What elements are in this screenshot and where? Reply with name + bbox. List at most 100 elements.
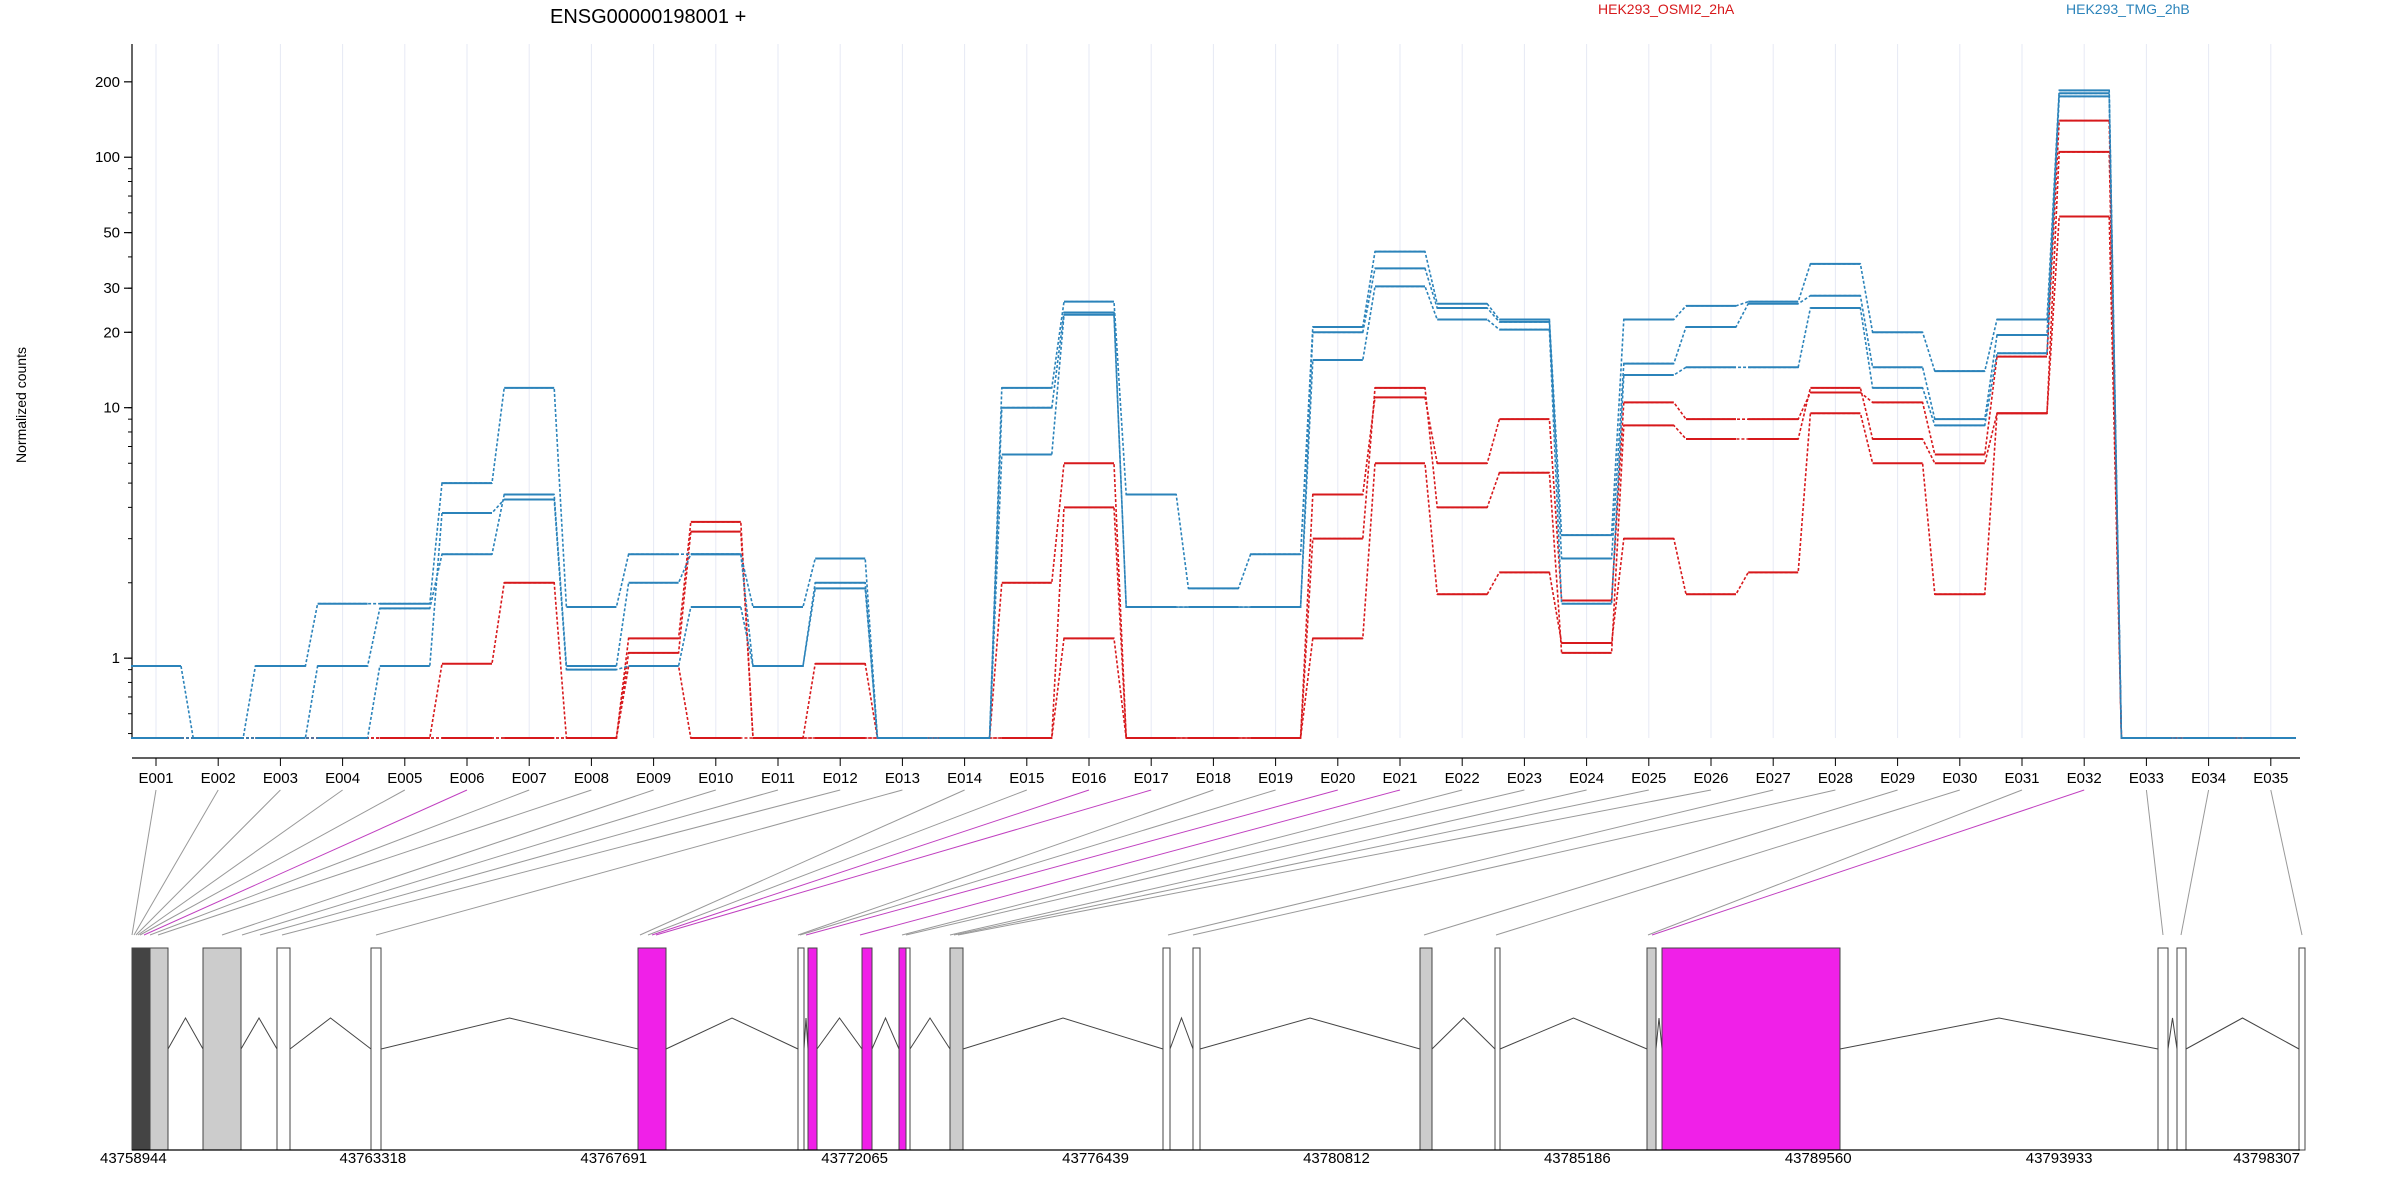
y-axis-label: Normalized counts <box>13 347 29 463</box>
x-tick-label: E033 <box>2129 770 2164 787</box>
intron-line <box>2167 1017 2178 1050</box>
exon-block <box>797 947 805 1151</box>
exon-block <box>2157 947 2169 1151</box>
exon-connector <box>957 789 1712 936</box>
exon-connector <box>133 789 219 936</box>
intron-line <box>871 1016 900 1050</box>
exon-connector <box>655 789 1152 936</box>
exon-block <box>1494 947 1501 1151</box>
exon-block <box>637 947 667 1151</box>
x-tick-label: E024 <box>1569 770 1604 787</box>
intron-line <box>1169 1016 1194 1050</box>
exon-block <box>898 947 907 1151</box>
exon-block <box>905 947 911 1151</box>
exon-block <box>1192 947 1201 1151</box>
coordinate-tick-label: 43767691 <box>580 1150 647 1167</box>
exon-connector <box>859 789 1401 936</box>
x-tick-label: E012 <box>823 770 858 787</box>
x-tick-label: E023 <box>1507 770 1542 787</box>
exon-connector <box>281 789 841 936</box>
exon-connector <box>949 789 1587 936</box>
x-tick-label: E016 <box>1071 770 1106 787</box>
coordinate-tick-label: 43793933 <box>2026 1150 2093 1167</box>
exon-block <box>202 947 242 1151</box>
exon-connector <box>651 789 1090 936</box>
exon-connector-layer <box>131 789 2303 936</box>
exon-connector <box>221 789 654 936</box>
x-tick-label: E004 <box>325 770 360 787</box>
x-tick-label: E021 <box>1382 770 1417 787</box>
y-tick-label: 20 <box>103 324 120 341</box>
series-line <box>131 95 2296 739</box>
exon-block <box>2176 947 2187 1151</box>
chart-title: ENSG00000198001 + <box>550 6 746 28</box>
x-tick-label: E022 <box>1445 770 1480 787</box>
x-tick-label: E011 <box>761 770 795 787</box>
exon-connector <box>143 789 468 936</box>
exon-connector <box>241 789 716 936</box>
coordinate-tick-label: 43785186 <box>1544 1150 1611 1167</box>
x-tick-label: E010 <box>698 770 733 787</box>
exon-connector <box>139 789 406 936</box>
series-line <box>131 92 2296 739</box>
x-tick-label: E008 <box>574 770 609 787</box>
exon-block <box>1419 947 1433 1151</box>
y-axis: 1 10 20 30 50 100 200 <box>95 44 133 738</box>
exon-connector <box>799 789 1276 936</box>
coordinate-tick-label: 43798307 <box>2233 1150 2300 1167</box>
exon-connector <box>135 789 281 936</box>
x-tick-label: E001 <box>138 770 173 787</box>
intron-line <box>962 1017 1164 1050</box>
intron-line <box>1431 1017 1496 1050</box>
x-tick-label: E026 <box>1693 770 1728 787</box>
grid-layer <box>155 44 2272 738</box>
legend-entry-tmg: HEK293_TMG_2hB <box>2066 1 2190 17</box>
exon-connector <box>137 789 343 936</box>
exon-block <box>370 947 382 1151</box>
intron-line <box>167 1016 204 1050</box>
exon-connector <box>375 789 903 936</box>
coordinate-tick-label: 43780812 <box>1303 1150 1370 1167</box>
x-tick-label: E005 <box>387 770 422 787</box>
x-tick-label: E013 <box>885 770 920 787</box>
intron-line <box>1199 1017 1421 1050</box>
exon-connector <box>1423 789 1898 936</box>
coordinate-tick-label: 43776439 <box>1062 1150 1129 1167</box>
y-tick-label: 30 <box>103 280 120 297</box>
x-tick-label: E002 <box>201 770 236 787</box>
exon-block <box>131 947 151 1151</box>
x-tick-label: E020 <box>1320 770 1355 787</box>
intron-line <box>240 1017 278 1050</box>
exon-connector <box>905 789 1525 936</box>
y-tick-label: 100 <box>95 149 120 166</box>
exon-block <box>949 947 964 1151</box>
x-tick-label: E015 <box>1009 770 1044 787</box>
exon-connector <box>797 789 1214 936</box>
exon-connector <box>805 789 1338 936</box>
exon-connector <box>1167 789 1774 936</box>
intron-line <box>816 1017 863 1050</box>
exon-connector <box>647 789 1027 936</box>
x-tick-label: E029 <box>1880 770 1915 787</box>
exon-block <box>1162 947 1171 1151</box>
x-tick-label: E027 <box>1756 770 1791 787</box>
exon-block <box>861 947 873 1151</box>
coordinate-tick-label: 43789560 <box>1785 1150 1852 1167</box>
exon-connector <box>2270 789 2303 936</box>
intron-line <box>1839 1017 2159 1050</box>
intron-line <box>380 1017 639 1050</box>
exon-connector <box>1651 789 2085 936</box>
x-tick-label: E018 <box>1196 770 1231 787</box>
exon-connector <box>2145 789 2164 936</box>
x-tick-label: E031 <box>2004 770 2039 787</box>
exon-block <box>807 947 818 1151</box>
x-tick-label: E017 <box>1134 770 1169 787</box>
intron-line <box>1655 1017 1663 1050</box>
x-tick-label: E030 <box>1942 770 1977 787</box>
exon-block <box>149 947 169 1151</box>
x-tick-label: E014 <box>947 770 982 787</box>
coordinate-tick-label: 43758944 <box>100 1150 167 1167</box>
exon-block <box>1661 947 1841 1151</box>
intron-line <box>289 1017 372 1050</box>
